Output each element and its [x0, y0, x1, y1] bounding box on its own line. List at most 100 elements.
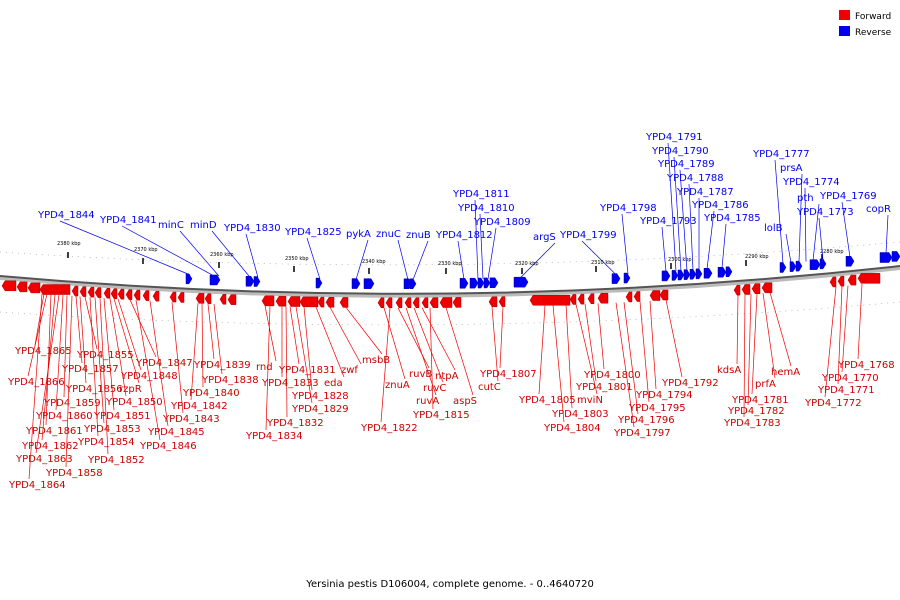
reverse-leader-line	[397, 239, 409, 280]
forward-leader-line	[171, 301, 184, 414]
forward-leader-line	[552, 305, 565, 423]
forward-leader-line	[35, 294, 60, 454]
forward-leader-line	[190, 303, 199, 401]
forward-gene-label: YPD4_1781	[731, 395, 789, 406]
reverse-leader-line	[774, 159, 784, 264]
forward-leader-line	[27, 293, 48, 377]
forward-leader-line	[623, 302, 639, 415]
reverse-gene-arrow	[513, 276, 529, 288]
reverse-gene-arrow	[891, 251, 900, 262]
reverse-gene-arrow	[689, 268, 697, 280]
forward-gene-label: YPD4_1858	[45, 468, 103, 479]
reverse-gene-arrow	[209, 274, 221, 286]
reverse-gene-label: lolB	[764, 223, 783, 234]
forward-gene-arrow	[429, 297, 439, 308]
forward-gene-label: YPD4_1832	[266, 418, 324, 429]
forward-gene-label: YPD4_1842	[170, 401, 228, 412]
forward-gene-label: eda	[324, 378, 343, 389]
reverse-gene-label: YPD4_1777	[752, 149, 810, 160]
forward-leader-line	[84, 296, 98, 350]
forward-leader-line	[303, 306, 313, 391]
forward-gene-arrow	[125, 289, 133, 300]
forward-gene-label: YPD4_1859	[43, 398, 101, 409]
forward-gene-arrow	[261, 295, 275, 307]
forward-leader-line	[538, 305, 546, 395]
forward-gene-arrow	[71, 285, 79, 297]
forward-gene-label: YPD4_1815	[412, 410, 470, 421]
reverse-gene-label: YPD4_1786	[691, 200, 749, 211]
forward-gene-label: YPD4_1822	[360, 423, 418, 434]
forward-gene-label: YPD4_1833	[261, 378, 319, 389]
forward-leader-line	[445, 307, 474, 396]
forward-gene-arrow	[404, 297, 412, 309]
reverse-leader-line	[412, 240, 429, 280]
forward-gene-arrow	[377, 297, 385, 308]
scale-tick: 2330 kbp	[438, 261, 462, 274]
forward-leader-line	[615, 302, 635, 428]
reverse-gene-arrow	[611, 273, 621, 284]
forward-gene-arrow	[597, 292, 609, 304]
forward-gene-label: YPD4_1804	[543, 423, 601, 434]
forward-gene-label: YPD4_1783	[723, 418, 781, 429]
forward-gene-label: cutC	[478, 382, 501, 393]
forward-leader-line	[345, 307, 383, 355]
forward-leader-line	[264, 305, 277, 362]
forward-gene-label: YPD4_1855	[76, 350, 134, 361]
scale-tick: 2280 kbp	[820, 249, 844, 260]
forward-gene-label: hemA	[771, 367, 800, 378]
forward-leader-line	[213, 303, 223, 375]
forward-gene-label: mviN	[577, 395, 603, 406]
reverse-leader-line	[306, 237, 321, 280]
reverse-gene-arrow	[879, 252, 893, 263]
forward-gene-arrow	[195, 293, 205, 304]
forward-gene-label: YPD4_1861	[25, 426, 83, 437]
reverse-gene-label: YPD4_1769	[819, 191, 877, 202]
reverse-leader-line	[355, 239, 369, 280]
reverse-gene-label: znuB	[406, 230, 431, 241]
forward-gene-arrow	[659, 289, 669, 301]
tick-label: 2300 kbp	[668, 257, 692, 263]
forward-gene-label: YPD4_1843	[162, 414, 220, 425]
reverse-leader-line	[581, 240, 617, 275]
reverse-gene-label: YPD4_1790	[651, 146, 709, 157]
reverse-gene-label: pth	[797, 193, 814, 204]
reverse-gene-arrow	[459, 278, 469, 289]
forward-leader-line	[762, 293, 776, 379]
reverse-gene-label: YPD4_1798	[599, 203, 657, 214]
reverse-gene-arrow	[623, 272, 631, 284]
forward-leader-line	[295, 306, 313, 404]
forward-gene-arrow	[829, 276, 837, 288]
scale-tick: 2320 kbp	[515, 261, 539, 274]
forward-labels: YPD4_1865YPD4_1866YPD4_1861YPD4_1862YPD4…	[7, 284, 895, 491]
forward-leader-line	[837, 286, 843, 385]
forward-gene-arrow	[625, 291, 633, 303]
forward-leader-line	[429, 307, 434, 410]
forward-leader-line	[28, 293, 43, 480]
forward-leader-line	[747, 294, 752, 406]
forward-leader-line	[99, 297, 109, 455]
reverse-gene-arrow	[725, 266, 733, 278]
reverse-gene-arrow	[185, 273, 193, 285]
reverse-gene-arrow	[469, 277, 479, 289]
tick-label: 2290 kbp	[745, 254, 769, 260]
reverse-gene-arrow	[779, 262, 787, 273]
reverse-gene-label: copR	[866, 204, 891, 215]
reverse-gene-arrow	[253, 276, 261, 287]
forward-leader-line	[129, 299, 157, 358]
reverse-gene-arrow	[363, 278, 375, 289]
scale-tick: 2300 kbp	[668, 257, 692, 269]
reverse-leader-line	[785, 233, 792, 263]
forward-gene-arrow	[339, 297, 349, 308]
forward-gene-label: msbB	[362, 355, 390, 366]
forward-leader-line	[575, 304, 598, 395]
reverse-gene-label: YPD4_1809	[473, 217, 531, 228]
forward-gene-arrow	[79, 286, 87, 297]
scale-ticks: 2380 kbp 2370 kbp 2360 kbp 2350 kbp 2340…	[57, 241, 844, 274]
forward-gene-label: YPD4_1797	[613, 428, 671, 439]
tick-label: 2380 kbp	[57, 241, 81, 247]
forward-gene-label: YPD4_1857	[61, 364, 119, 375]
reverse-leader-line	[667, 142, 677, 272]
reverse-gene-arrow	[671, 270, 679, 281]
reverse-gene-arrow	[795, 260, 803, 272]
tick-label: 2350 kbp	[285, 256, 309, 262]
